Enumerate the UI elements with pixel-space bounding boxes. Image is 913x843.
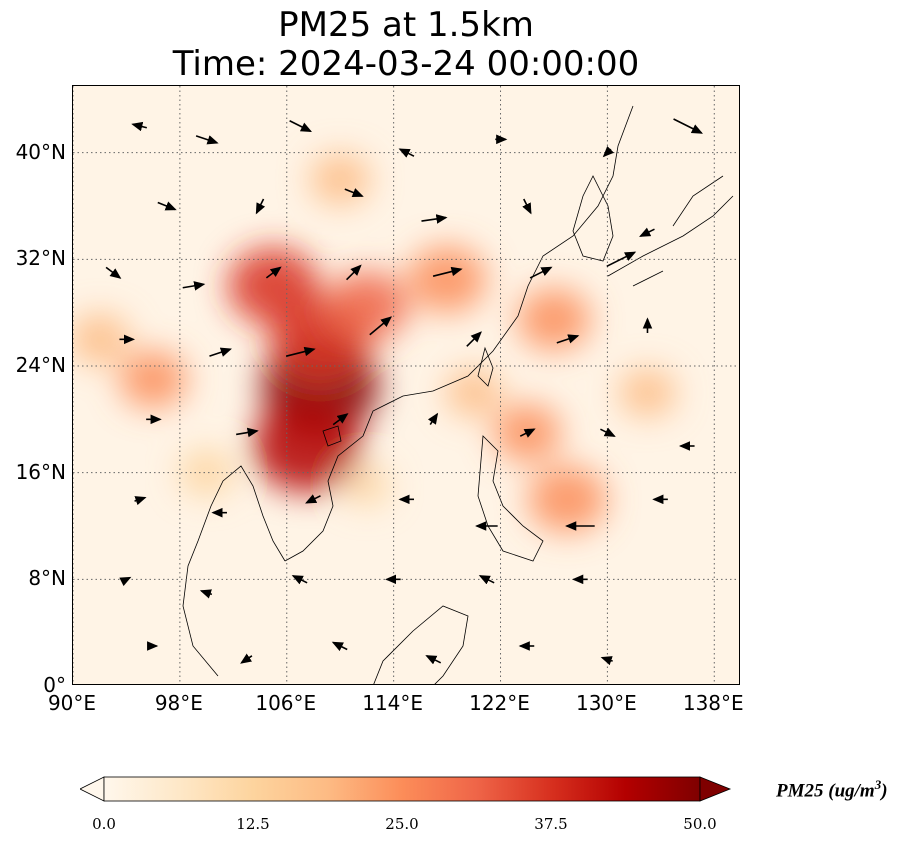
wind-arrow xyxy=(556,334,580,344)
latitude-tick-label: 24°N xyxy=(15,353,66,377)
wind-arrow xyxy=(529,266,553,279)
longitude-tick-label: 106°E xyxy=(255,691,317,715)
wind-arrow xyxy=(600,427,616,437)
wind-arrow xyxy=(425,655,442,665)
wind-arrow xyxy=(673,118,703,134)
colorbar-label-superscript: 3 xyxy=(874,777,882,792)
pm25-hotspot xyxy=(343,466,390,506)
coastline-philippines xyxy=(477,435,544,562)
wind-arrow xyxy=(157,201,177,211)
latitude-tick-label: 40°N xyxy=(15,139,66,164)
wind-arrow xyxy=(209,347,232,357)
wind-arrow xyxy=(466,331,482,347)
coastlines xyxy=(182,105,734,684)
wind-arrow xyxy=(332,413,349,426)
latitude-tick-label: 32°N xyxy=(15,246,66,271)
pm25-hotspot xyxy=(407,246,487,313)
coastline-indochina xyxy=(182,465,286,677)
wind-arrow xyxy=(195,135,219,145)
pm25-hotspot xyxy=(252,399,362,493)
colorbar-max-extend xyxy=(699,776,732,802)
colorbar-tick-label: 0.0 xyxy=(92,815,116,833)
colorbar-ramp xyxy=(103,776,701,802)
longitude-tick-label: 114°E xyxy=(362,691,424,715)
colorbar-min-extend xyxy=(80,776,105,802)
longitude-tick-label: 122°E xyxy=(469,691,530,715)
wind-arrow xyxy=(369,316,393,336)
wind-arrow xyxy=(345,264,362,281)
coastline-korea xyxy=(572,175,614,262)
wind-arrow xyxy=(236,427,259,438)
wind-arrow xyxy=(602,145,615,158)
wind-arrow xyxy=(291,575,308,585)
wind-arrow xyxy=(606,251,637,268)
wind-arrow xyxy=(398,148,415,158)
wind-arrow xyxy=(134,496,147,506)
coastline-hainan xyxy=(322,425,342,447)
pm25-hotspot xyxy=(73,313,130,365)
pm25-hotspot xyxy=(179,449,235,497)
longitude-tick-label: 138°E xyxy=(682,691,744,715)
latitude-tick-label: 0° xyxy=(43,673,66,697)
latitude-tick-label: 16°N xyxy=(15,459,66,484)
pm25-hotspot xyxy=(445,368,503,417)
map-title-time: Time: 2024-03-24 00:00:00 xyxy=(172,44,640,84)
wind-arrow xyxy=(421,214,448,224)
colorbar-label-text: PM25 (ug/m xyxy=(776,780,875,802)
wind-vectors xyxy=(105,118,703,666)
pm25-hotspot xyxy=(619,368,676,417)
coastline-japan xyxy=(607,175,734,287)
wind-arrow xyxy=(639,227,655,237)
wind-arrow xyxy=(344,188,364,198)
wind-arrow xyxy=(478,575,495,585)
coastline-taiwan xyxy=(477,346,494,387)
wind-arrow xyxy=(522,198,532,215)
wind-arrow xyxy=(427,412,439,426)
wind-arrow xyxy=(600,656,613,666)
coastline-borneo xyxy=(373,605,469,684)
colorbar-label: PM25 (ug/m3) xyxy=(776,777,888,802)
wind-arrow xyxy=(240,653,253,664)
pm25-hotspot xyxy=(227,247,319,325)
longitude-tick-label: 90°E xyxy=(47,691,97,715)
wind-arrow xyxy=(331,641,348,652)
wind-arrow xyxy=(432,266,463,277)
wind-arrow xyxy=(305,494,321,504)
longitude-tick-label: 130°E xyxy=(575,691,637,715)
wind-arrow xyxy=(255,198,266,215)
map-canvas xyxy=(73,86,739,684)
colorbar-tick-label: 50.0 xyxy=(683,815,717,833)
wind-arrow xyxy=(119,576,132,587)
wind-arrow xyxy=(182,281,206,291)
colorbar-tick-label: 37.5 xyxy=(534,815,568,833)
longitude-tick-label: 98°E xyxy=(154,691,203,715)
colorbar-tick-label: 25.0 xyxy=(385,815,419,833)
pm25-hotspot xyxy=(310,153,371,206)
colorbar xyxy=(80,776,732,802)
wind-arrow xyxy=(199,589,213,599)
colorbar-label-close: ) xyxy=(881,780,888,802)
colorbar-tick-label: 12.5 xyxy=(236,815,270,833)
latitude-tick-label: 8°N xyxy=(28,566,66,591)
wind-arrow xyxy=(105,266,122,279)
wind-arrow xyxy=(131,121,147,132)
pm25-hotspot xyxy=(119,350,187,409)
wind-arrow xyxy=(265,266,282,279)
pm25-hotspot xyxy=(325,271,408,341)
pm25-hotspot xyxy=(528,466,607,533)
pm25-hotspot xyxy=(517,288,591,351)
wind-arrow xyxy=(519,428,536,438)
map-title-variable: PM25 at 1.5km xyxy=(278,5,534,45)
coastline-mainland xyxy=(284,105,634,562)
pm25-map xyxy=(72,85,740,685)
wind-arrow xyxy=(289,120,313,132)
wind-arrow xyxy=(285,346,316,357)
